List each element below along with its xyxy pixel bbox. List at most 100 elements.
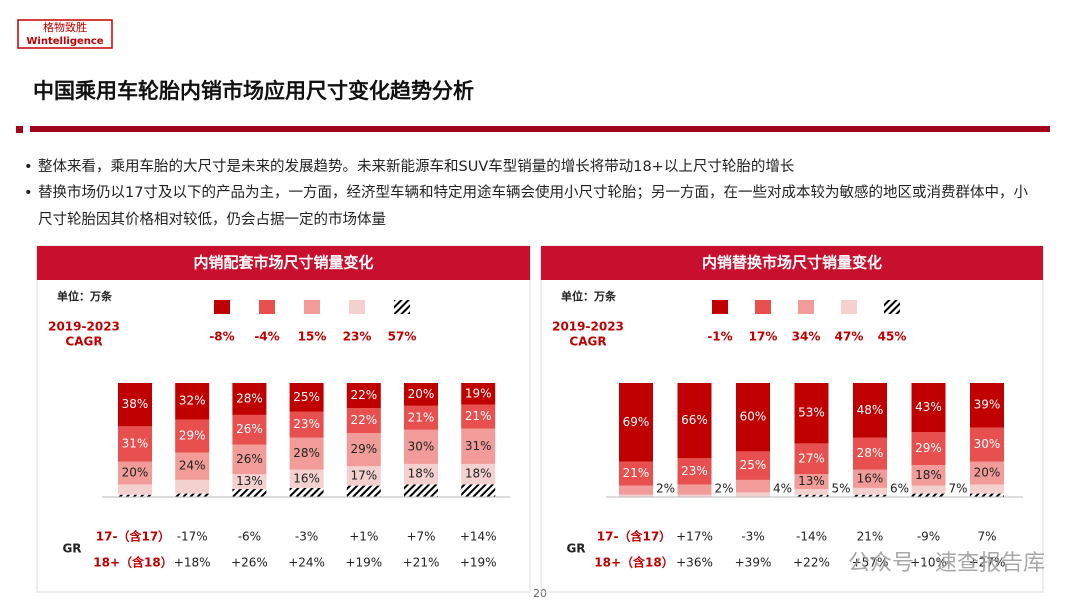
gr-value: +19%: [345, 556, 382, 570]
bar-segment: [619, 383, 653, 462]
bar-segment: [619, 494, 653, 497]
bar-segment: [118, 461, 152, 485]
watermark: 公众号 · 速查报告库: [848, 551, 1045, 576]
bar-segment: [232, 474, 267, 490]
cagr-value: -4%: [254, 330, 279, 344]
gr-value: +27%: [969, 556, 1006, 570]
bar-segment: [736, 479, 770, 493]
data-label: 13%: [236, 474, 263, 488]
cagr-value: -1%: [707, 330, 732, 344]
bullet: 整体来看，乘用车胎的大尺寸是未来的发展趋势。未来新能源车和SUV车型销量的增长将…: [24, 154, 1038, 181]
data-label: 60%: [740, 410, 767, 424]
data-label: 24%: [179, 459, 206, 473]
data-label: 26%: [236, 422, 263, 436]
bar-segment: [677, 458, 712, 485]
bar-segment: [736, 492, 770, 497]
data-label: 30%: [408, 439, 435, 453]
gr-row-name: 17-（含17）: [597, 529, 671, 544]
bar-segment: [461, 428, 496, 464]
bar-segment: [346, 383, 381, 409]
gr-value: +10%: [910, 556, 947, 570]
gr-value: +22%: [793, 556, 830, 570]
gr-value: +57%: [852, 556, 889, 570]
bar-segment: [970, 461, 1004, 485]
bar-segment: [853, 487, 887, 495]
bar-segment: [970, 427, 1004, 462]
data-label: 28%: [857, 446, 884, 460]
bar-segment: [118, 484, 152, 495]
data-label: 20%: [974, 466, 1001, 480]
bar-segment: [461, 463, 496, 485]
gr-value: -3%: [295, 530, 318, 544]
data-label: 16%: [857, 471, 884, 485]
bar-segment: [970, 493, 1004, 497]
bar-segment: [289, 437, 324, 470]
legend-swatch: [798, 300, 814, 314]
cagr-value: 23%: [343, 330, 372, 344]
bar-segment: [175, 383, 210, 420]
bullet: 替换市场仍以17寸及以下的产品为主，一方面，经济型车辆和特定用途车辆会使用小尺寸…: [24, 180, 1038, 234]
bar-segment: [232, 414, 267, 445]
bar-segment: [346, 433, 381, 467]
data-label: 29%: [350, 442, 377, 456]
slide-title: 中国乘用车轮胎内销市场应用尺寸变化趋势分析: [33, 79, 474, 103]
bar-segment: [175, 479, 210, 494]
gr-value: +21%: [403, 556, 440, 570]
legend-swatch: [214, 300, 230, 314]
cagr-value: 57%: [388, 330, 417, 344]
gr-value: +14%: [460, 530, 497, 544]
bar-segment: [175, 493, 210, 497]
legend-swatch: [349, 300, 365, 314]
bar-segment: [346, 485, 381, 497]
gr-value: -14%: [796, 530, 827, 544]
logo-cn: 格物致胜: [43, 20, 87, 34]
data-label: 23%: [293, 417, 320, 431]
bar-segment: [619, 461, 653, 486]
bar-segment: [736, 383, 770, 452]
gr-value: +17%: [676, 530, 713, 544]
data-label: 23%: [681, 464, 708, 478]
data-label: 20%: [122, 466, 149, 480]
data-label: 16%: [293, 471, 320, 485]
bar-segment: [404, 429, 438, 464]
bar-segment: [346, 466, 381, 486]
bar-segment: [289, 411, 324, 438]
cagr-value: 47%: [835, 330, 864, 344]
data-label: 20%: [408, 387, 435, 401]
data-label: 21%: [465, 409, 492, 423]
bar-segment: [911, 432, 946, 466]
data-label: 29%: [915, 441, 942, 455]
cagr-value: 45%: [878, 330, 907, 344]
bar-segment: [404, 484, 438, 497]
data-label: 66%: [681, 413, 708, 427]
bar-segment: [232, 383, 267, 415]
data-label: 69%: [623, 415, 650, 429]
gr-value: +18%: [174, 556, 211, 570]
gr-value: +7%: [406, 530, 435, 544]
bar-segment: [911, 485, 946, 494]
gr-label: GR: [566, 542, 585, 556]
gr-value: 21%: [857, 530, 884, 544]
bar-segment: [970, 484, 1004, 494]
data-label: 19%: [465, 386, 492, 400]
bar-segment: [794, 489, 829, 495]
gr-value: +39%: [735, 556, 772, 570]
bar-segment: [461, 383, 496, 405]
data-label: 5%: [832, 482, 851, 496]
bar-segment: [794, 383, 829, 444]
gr-value: -3%: [741, 530, 764, 544]
data-label: 28%: [293, 446, 320, 460]
panel-header: [541, 246, 1043, 280]
data-label: 53%: [798, 406, 825, 420]
gr-row-name: 18+（含18）: [594, 555, 673, 570]
gr-row-name: 17-（含17）: [96, 529, 170, 544]
gr-value: +24%: [288, 556, 325, 570]
chart-title: 内销替换市场尺寸销量变化: [702, 254, 882, 272]
bar-segment: [736, 451, 770, 480]
bar-segment: [853, 383, 887, 438]
data-label: 39%: [974, 398, 1001, 412]
data-label: 7%: [949, 482, 968, 496]
gr-value: 7%: [977, 530, 996, 544]
data-label: 4%: [773, 482, 792, 496]
